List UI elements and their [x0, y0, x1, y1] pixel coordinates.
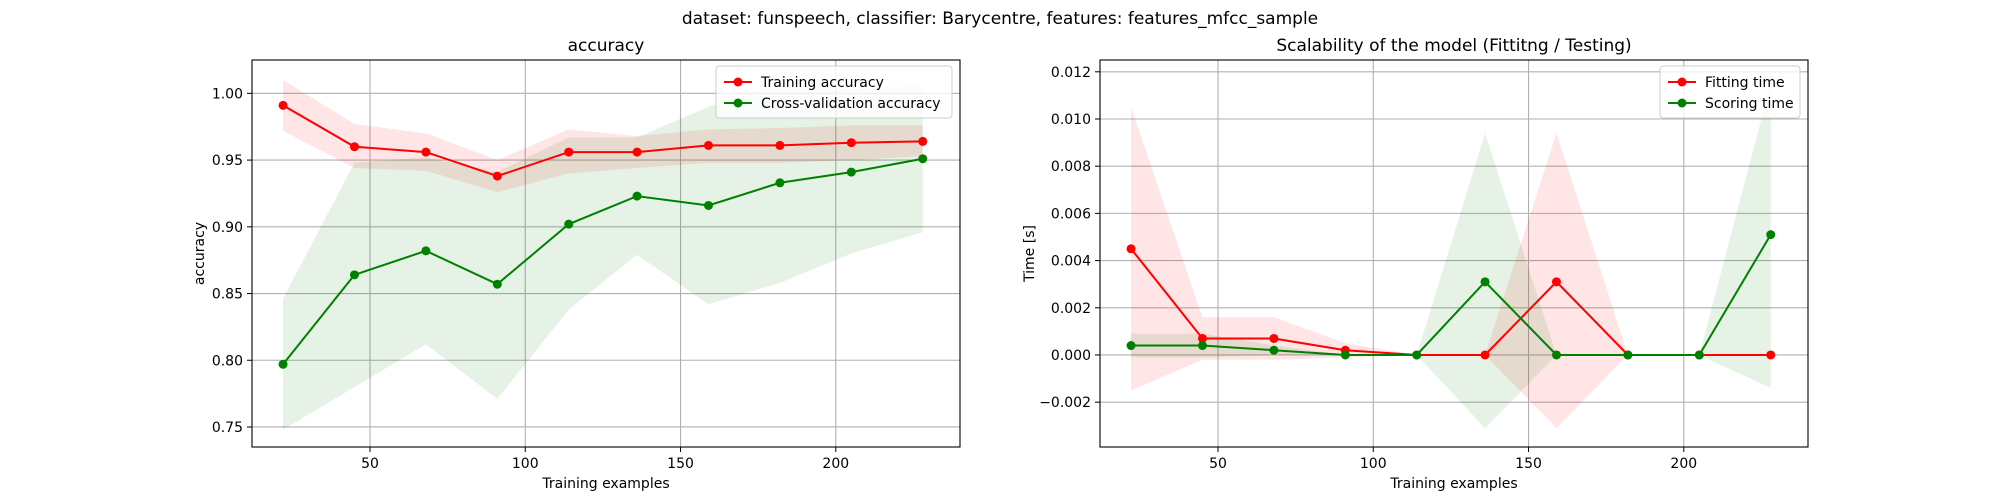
- legend-marker-1: [733, 77, 743, 87]
- x-tick-label: 50: [1209, 456, 1227, 472]
- series-point-1: [1126, 244, 1136, 254]
- x-axis-label: Training examples: [1389, 476, 1517, 492]
- series-point-2: [1197, 341, 1207, 351]
- axes-frame: [1099, 59, 1809, 448]
- legend: Training accuracy Cross-validation accura…: [715, 65, 953, 119]
- series-point-2: [775, 178, 785, 188]
- series-point-2: [278, 359, 288, 369]
- legend-box: [715, 65, 953, 119]
- axes-title: Scalability of the model (Fittitng / Tes…: [1276, 36, 1631, 56]
- series-point-1: [846, 138, 856, 148]
- axes-title: accuracy: [568, 36, 645, 56]
- series-point-1: [564, 147, 574, 157]
- plot-2: 50 100 150 200 −0.002 0.000 0.002 0.004 0.006 0.0…: [1022, 36, 1809, 492]
- y-tick-label: 0.95: [212, 153, 243, 169]
- series-point-2: [1623, 350, 1633, 360]
- series-point-2: [421, 246, 431, 256]
- series-point-2: [1766, 230, 1776, 240]
- series-point-1: [632, 147, 642, 157]
- y-tick-label: 0.75: [212, 420, 243, 436]
- series-point-1: [278, 100, 288, 110]
- y-tick-label: 0.012: [1051, 65, 1091, 81]
- legend-box: [1659, 65, 1801, 119]
- series-point-1: [918, 136, 928, 146]
- y-tick-label: 0.000: [1051, 348, 1091, 364]
- legend-marker-2: [1677, 98, 1687, 108]
- x-axis-label: Training examples: [541, 476, 669, 492]
- series-point-1: [1269, 333, 1279, 343]
- series-point-1: [703, 140, 713, 150]
- y-tick-label: 0.80: [212, 353, 243, 369]
- series-line-2: [282, 157, 923, 365]
- y-tick-label: 0.004: [1051, 254, 1091, 270]
- y-tick-label: 0.010: [1051, 112, 1091, 128]
- series-line-2: [1131, 234, 1772, 356]
- y-tick-label: −0.002: [1039, 395, 1091, 411]
- series-point-2: [1694, 350, 1704, 360]
- legend-marker-1: [1677, 77, 1687, 87]
- series-point-1: [492, 171, 502, 181]
- figure-suptitle: dataset: funspeech, classifier: Barycent…: [682, 9, 1318, 29]
- x-tick-label: 100: [1360, 456, 1387, 472]
- series-point-2: [349, 270, 359, 280]
- y-tick-label: 0.002: [1051, 301, 1091, 317]
- legend-label-2: Scoring time: [1705, 96, 1794, 112]
- series-point-1: [775, 140, 785, 150]
- legend-label-1: Fitting time: [1705, 75, 1785, 91]
- y-tick-label: 1.00: [212, 86, 243, 102]
- series-point-2: [1126, 341, 1136, 351]
- y-tick-label: 0.90: [212, 220, 243, 236]
- series-band-1: [1131, 107, 1771, 429]
- y-axis-label: Time [s]: [1022, 225, 1038, 283]
- subplots: 50 100 150 200 0.75 0.80 0.85 0.90 0.95 1.00 accur…: [192, 36, 1809, 492]
- series-band-2: [1131, 83, 1771, 429]
- series-point-1: [349, 142, 359, 152]
- plot-1: 50 100 150 200 0.75 0.80 0.85 0.90 0.95 1.00 accur…: [192, 36, 961, 492]
- series-line-1: [282, 104, 923, 178]
- y-tick-label: 0.008: [1051, 159, 1091, 175]
- series-point-2: [1269, 345, 1279, 355]
- series-point-1: [1766, 350, 1776, 360]
- series-point-2: [564, 219, 574, 229]
- series-band-2: [283, 82, 923, 430]
- series-point-2: [1340, 350, 1350, 360]
- x-tick-label: 200: [822, 456, 849, 472]
- series-point-2: [632, 191, 642, 201]
- legend-marker-2: [733, 98, 743, 108]
- plot-content: [1126, 83, 1776, 429]
- series-band-1: [283, 80, 923, 193]
- series-point-2: [846, 167, 856, 177]
- series-point-2: [1551, 350, 1561, 360]
- legend-label-2: Cross-validation accuracy: [761, 96, 941, 112]
- series-point-1: [1197, 333, 1207, 343]
- x-tick-label: 50: [361, 456, 379, 472]
- series-point-1: [421, 147, 431, 157]
- legend-label-1: Training accuracy: [760, 75, 884, 91]
- y-tick-label: 0.006: [1051, 206, 1091, 222]
- y-tick-label: 0.85: [212, 287, 243, 303]
- x-tick-label: 150: [667, 456, 694, 472]
- x-tick-label: 100: [512, 456, 539, 472]
- plot-content: [278, 80, 928, 430]
- x-tick-label: 150: [1515, 456, 1542, 472]
- series-point-2: [492, 279, 502, 289]
- y-axis-label: accuracy: [192, 222, 208, 285]
- series-point-1: [1480, 350, 1490, 360]
- series-point-2: [703, 200, 713, 210]
- axes-frame: [251, 59, 961, 448]
- x-tick-label: 200: [1670, 456, 1697, 472]
- series-point-1: [1551, 277, 1561, 287]
- series-point-2: [1480, 277, 1490, 287]
- legend: Fitting time Scoring time: [1659, 65, 1801, 119]
- series-point-2: [1412, 350, 1422, 360]
- series-point-2: [918, 154, 928, 164]
